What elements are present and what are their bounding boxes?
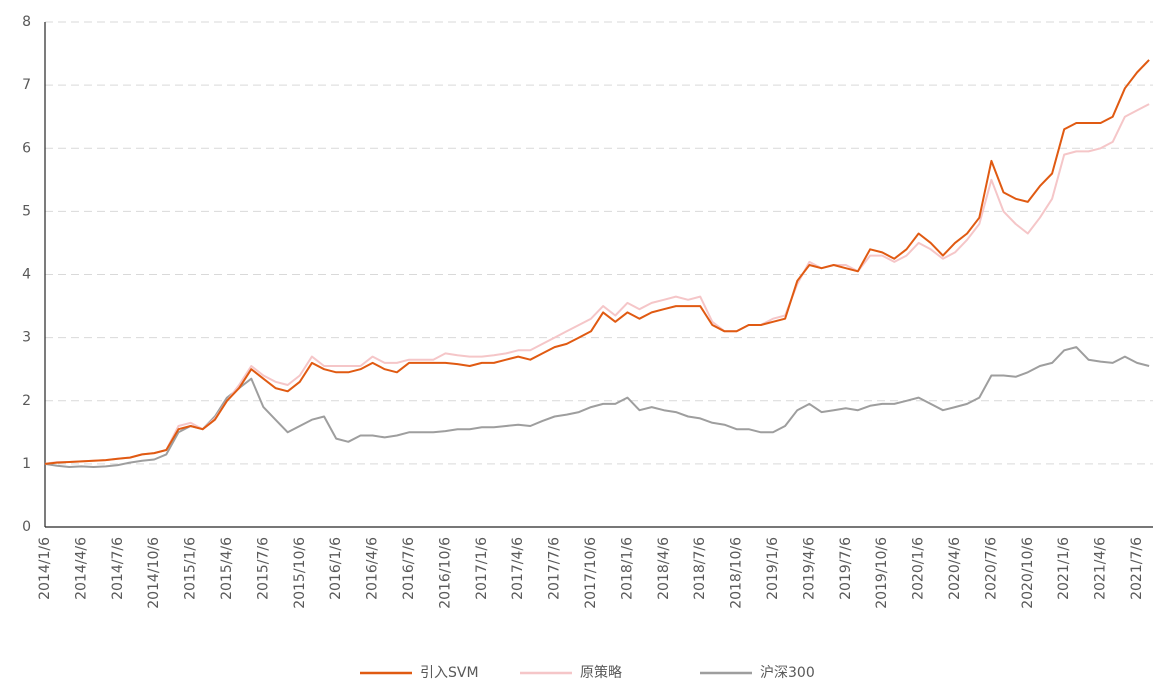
y-tick-label: 5 xyxy=(22,203,31,219)
y-tick-label: 8 xyxy=(22,14,31,30)
x-tick-label: 2021/4/6 xyxy=(1093,537,1109,600)
legend-label: 沪深300 xyxy=(760,665,815,681)
legend-label: 引入SVM xyxy=(420,665,479,681)
x-tick-label: 2015/7/6 xyxy=(255,537,271,600)
y-tick-label: 3 xyxy=(22,330,31,346)
x-tick-label: 2018/7/6 xyxy=(692,537,708,600)
y-tick-label: 2 xyxy=(22,393,31,409)
x-tick-label: 2020/1/6 xyxy=(911,537,927,600)
x-tick-label: 2015/1/6 xyxy=(183,537,199,600)
x-tick-label: 2015/10/6 xyxy=(292,537,308,609)
x-tick-label: 2019/7/6 xyxy=(838,537,854,600)
x-tick-label: 2018/1/6 xyxy=(619,537,635,600)
y-tick-label: 0 xyxy=(22,519,31,535)
x-tick-label: 2017/7/6 xyxy=(547,537,563,600)
x-tick-label: 2021/1/6 xyxy=(1056,537,1072,600)
x-tick-label: 2019/1/6 xyxy=(765,537,781,600)
y-tick-label: 6 xyxy=(22,140,31,156)
x-tick-label: 2014/4/6 xyxy=(73,537,89,600)
x-tick-label: 2021/7/6 xyxy=(1129,537,1145,600)
series-line xyxy=(44,103,1150,465)
x-tick-label: 2018/10/6 xyxy=(729,537,745,609)
legend-label: 原策略 xyxy=(580,664,622,681)
series-line xyxy=(44,346,1150,468)
x-tick-label: 2016/7/6 xyxy=(401,537,417,600)
x-tick-label: 2019/10/6 xyxy=(874,537,890,609)
x-tick-label: 2020/7/6 xyxy=(983,537,999,600)
x-tick-label: 2017/4/6 xyxy=(510,537,526,600)
x-tick-label: 2020/10/6 xyxy=(1020,537,1036,609)
x-tick-label: 2020/4/6 xyxy=(947,537,963,600)
y-tick-label: 1 xyxy=(22,456,31,472)
x-tick-label: 2014/10/6 xyxy=(146,537,162,609)
series-line xyxy=(44,59,1150,465)
y-tick-label: 4 xyxy=(22,267,31,283)
x-tick-label: 2017/10/6 xyxy=(583,537,599,609)
x-tick-label: 2016/4/6 xyxy=(365,537,381,600)
x-tick-label: 2018/4/6 xyxy=(656,537,672,600)
x-tick-label: 2017/1/6 xyxy=(474,537,490,600)
x-tick-label: 2014/7/6 xyxy=(110,537,126,600)
y-tick-label: 7 xyxy=(22,77,31,93)
x-tick-label: 2016/10/6 xyxy=(437,537,453,609)
x-tick-label: 2014/1/6 xyxy=(37,537,53,600)
x-tick-label: 2015/4/6 xyxy=(219,537,235,600)
x-tick-label: 2019/4/6 xyxy=(801,537,817,600)
x-tick-label: 2016/1/6 xyxy=(328,537,344,600)
